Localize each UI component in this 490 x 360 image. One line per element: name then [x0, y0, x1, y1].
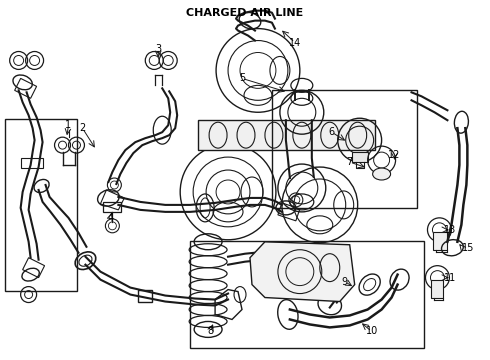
- Bar: [21, 158, 43, 168]
- Bar: [4, 119, 77, 291]
- Bar: [272, 90, 417, 208]
- Text: 1: 1: [66, 120, 72, 130]
- Bar: [190, 241, 424, 348]
- Text: 2: 2: [79, 123, 86, 133]
- Polygon shape: [198, 120, 375, 150]
- Text: 14: 14: [289, 37, 301, 48]
- Text: 4: 4: [107, 213, 114, 223]
- Polygon shape: [250, 242, 355, 302]
- Text: 8: 8: [207, 327, 213, 336]
- Text: CHARGED AIR LINE: CHARGED AIR LINE: [186, 8, 304, 18]
- Text: 10: 10: [366, 327, 378, 336]
- Bar: [352, 152, 368, 162]
- Bar: [434, 232, 447, 250]
- Text: 12: 12: [389, 150, 401, 160]
- Text: 3: 3: [155, 44, 161, 54]
- Text: 5: 5: [239, 73, 245, 84]
- Text: 7: 7: [346, 157, 353, 167]
- Text: 6: 6: [329, 127, 335, 137]
- Ellipse shape: [372, 168, 391, 180]
- Text: 13: 13: [444, 225, 457, 235]
- Bar: [138, 289, 152, 302]
- Text: 15: 15: [463, 243, 475, 253]
- Text: 9: 9: [342, 276, 348, 287]
- Text: 11: 11: [444, 273, 457, 283]
- Bar: [103, 202, 122, 212]
- Bar: [432, 280, 443, 298]
